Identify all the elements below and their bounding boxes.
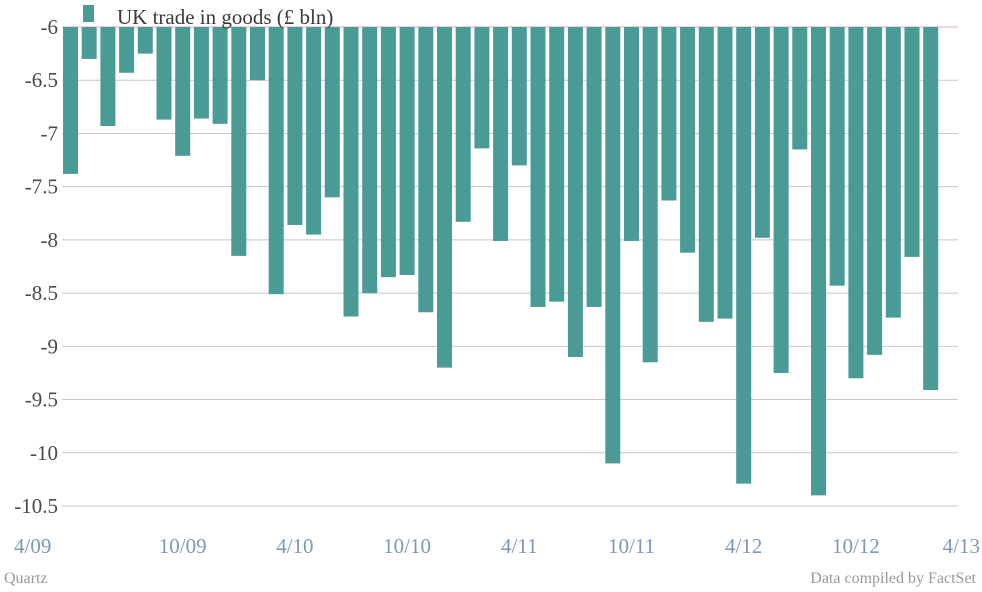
bar	[175, 27, 191, 156]
bar	[81, 27, 97, 59]
x-tick-label: 4/11	[501, 534, 538, 558]
bar	[474, 27, 490, 149]
footer-source-right: Data compiled by FactSet	[810, 570, 976, 587]
bar	[380, 27, 396, 278]
bar	[137, 27, 153, 54]
y-tick-label: -10.5	[14, 494, 58, 518]
bar	[324, 27, 340, 198]
y-tick-label: -8.5	[25, 281, 58, 305]
bar	[698, 27, 714, 322]
bar	[250, 27, 265, 81]
bar	[549, 27, 565, 302]
bar	[530, 27, 546, 307]
bar	[848, 27, 864, 379]
footer-source-left: Quartz	[4, 570, 48, 587]
bar	[306, 27, 322, 235]
bar	[904, 27, 920, 257]
bar	[287, 27, 303, 225]
y-tick-label: -10	[30, 441, 58, 465]
bar	[773, 27, 789, 373]
bar	[455, 27, 471, 222]
x-tick-label: 4/10	[276, 534, 313, 558]
x-tick-label: 4/13	[943, 534, 980, 558]
bar	[680, 27, 696, 253]
y-tick-label: -9.5	[25, 388, 58, 412]
bar	[399, 27, 415, 276]
bars	[63, 27, 939, 496]
y-tick-label: -7	[41, 121, 59, 145]
legend-label: UK trade in goods (£ bln)	[117, 5, 333, 29]
x-tick-label: 10/09	[159, 534, 207, 558]
bar	[212, 27, 228, 124]
bar	[231, 27, 247, 256]
bar	[418, 27, 434, 313]
y-tick-label: -9	[41, 334, 59, 358]
bar	[605, 27, 621, 464]
bar	[829, 27, 845, 286]
y-axis-ticks: -6 -6.5 -7 -7.5 -8 -8.5 -9 -9.5 -10 -10.5	[14, 15, 58, 518]
bar	[867, 27, 883, 355]
bar	[493, 27, 509, 241]
x-tick-label: 10/11	[608, 534, 655, 558]
y-tick-label: -6.5	[25, 68, 58, 92]
bar	[923, 27, 939, 390]
bar	[736, 27, 752, 484]
bar	[717, 27, 733, 319]
bar	[156, 27, 172, 120]
grid-lines	[62, 26, 958, 507]
x-tick-label: 4/12	[725, 534, 762, 558]
y-tick-label: -8	[41, 228, 59, 252]
bar	[885, 27, 901, 318]
bar	[511, 27, 527, 166]
bar	[343, 27, 359, 317]
x-tick-label: 10/12	[832, 534, 880, 558]
bar	[754, 27, 770, 238]
bar	[63, 27, 78, 174]
y-tick-label: -7.5	[25, 175, 58, 199]
x-tick-label: 4/09	[14, 534, 51, 558]
bar	[119, 27, 135, 73]
bar	[624, 27, 639, 241]
legend: UK trade in goods (£ bln)	[83, 5, 333, 29]
bar	[362, 27, 378, 294]
legend-swatch	[83, 5, 94, 22]
x-axis-ticks: 4/09 10/09 4/10 10/10 4/11 10/11 4/12 10/12 4/13	[14, 534, 980, 558]
bar	[586, 27, 602, 307]
bar	[268, 27, 284, 295]
bar	[193, 27, 209, 119]
bar	[661, 27, 677, 201]
bar	[437, 27, 452, 368]
y-tick-label: -6	[41, 15, 59, 39]
bar	[567, 27, 583, 357]
bar	[792, 27, 808, 150]
bar	[100, 27, 116, 126]
bar	[811, 27, 826, 496]
x-tick-label: 10/10	[383, 534, 431, 558]
bar	[642, 27, 658, 363]
